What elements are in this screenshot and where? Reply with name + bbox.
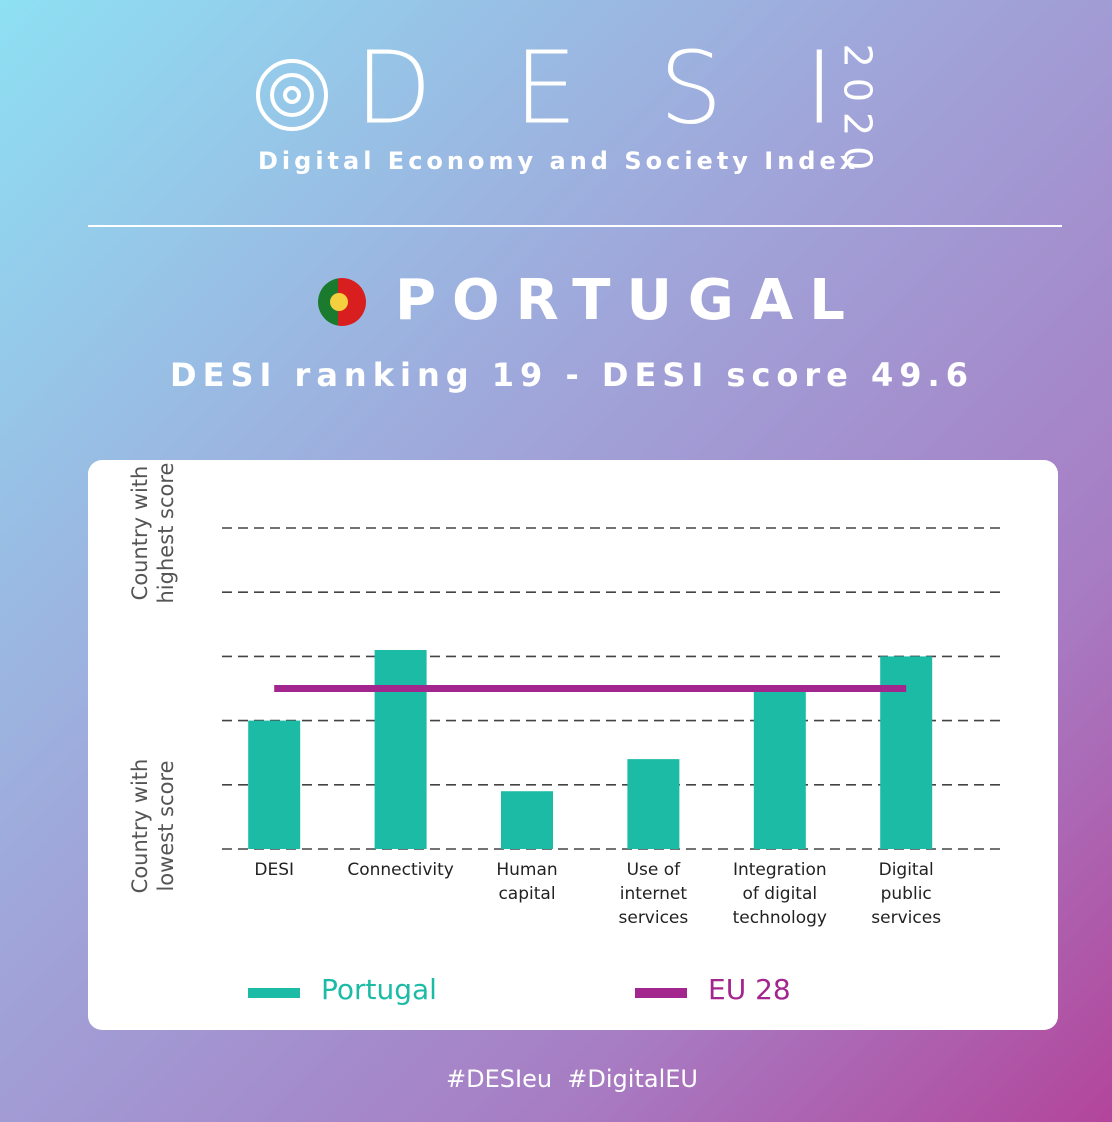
legend-swatch	[248, 988, 300, 998]
x-tick-label: Use of internet services	[618, 858, 688, 930]
legend-label: Portugal	[321, 973, 437, 1006]
page: DESI 2020 Digital Economy and Society In…	[0, 0, 1112, 1122]
x-tick-label: Digital public services	[866, 858, 946, 930]
bar	[754, 689, 806, 850]
legend-label: EU 28	[708, 973, 791, 1006]
footer: #DESIeu #DigitalEU	[446, 1065, 698, 1093]
bar	[501, 791, 553, 849]
x-tick-label: Connectivity	[341, 858, 461, 882]
legend-swatch	[635, 988, 687, 998]
x-tick-label: Human capital	[487, 858, 567, 906]
y-label-top: Country with highest score	[127, 448, 179, 618]
x-tick-label: DESI	[214, 858, 334, 882]
subtitle: Digital Economy and Society Index	[258, 147, 859, 175]
ranking: DESI ranking 19 - DESI score 49.6	[170, 356, 974, 394]
bar	[627, 759, 679, 849]
bar	[248, 721, 300, 849]
logo-text: DESI	[355, 29, 916, 146]
country: PORTUGAL	[395, 268, 861, 333]
x-tick-label: Integration of digital technology	[730, 858, 830, 930]
y-label-bottom: Country with lowest score	[127, 741, 179, 911]
bar	[375, 650, 427, 849]
